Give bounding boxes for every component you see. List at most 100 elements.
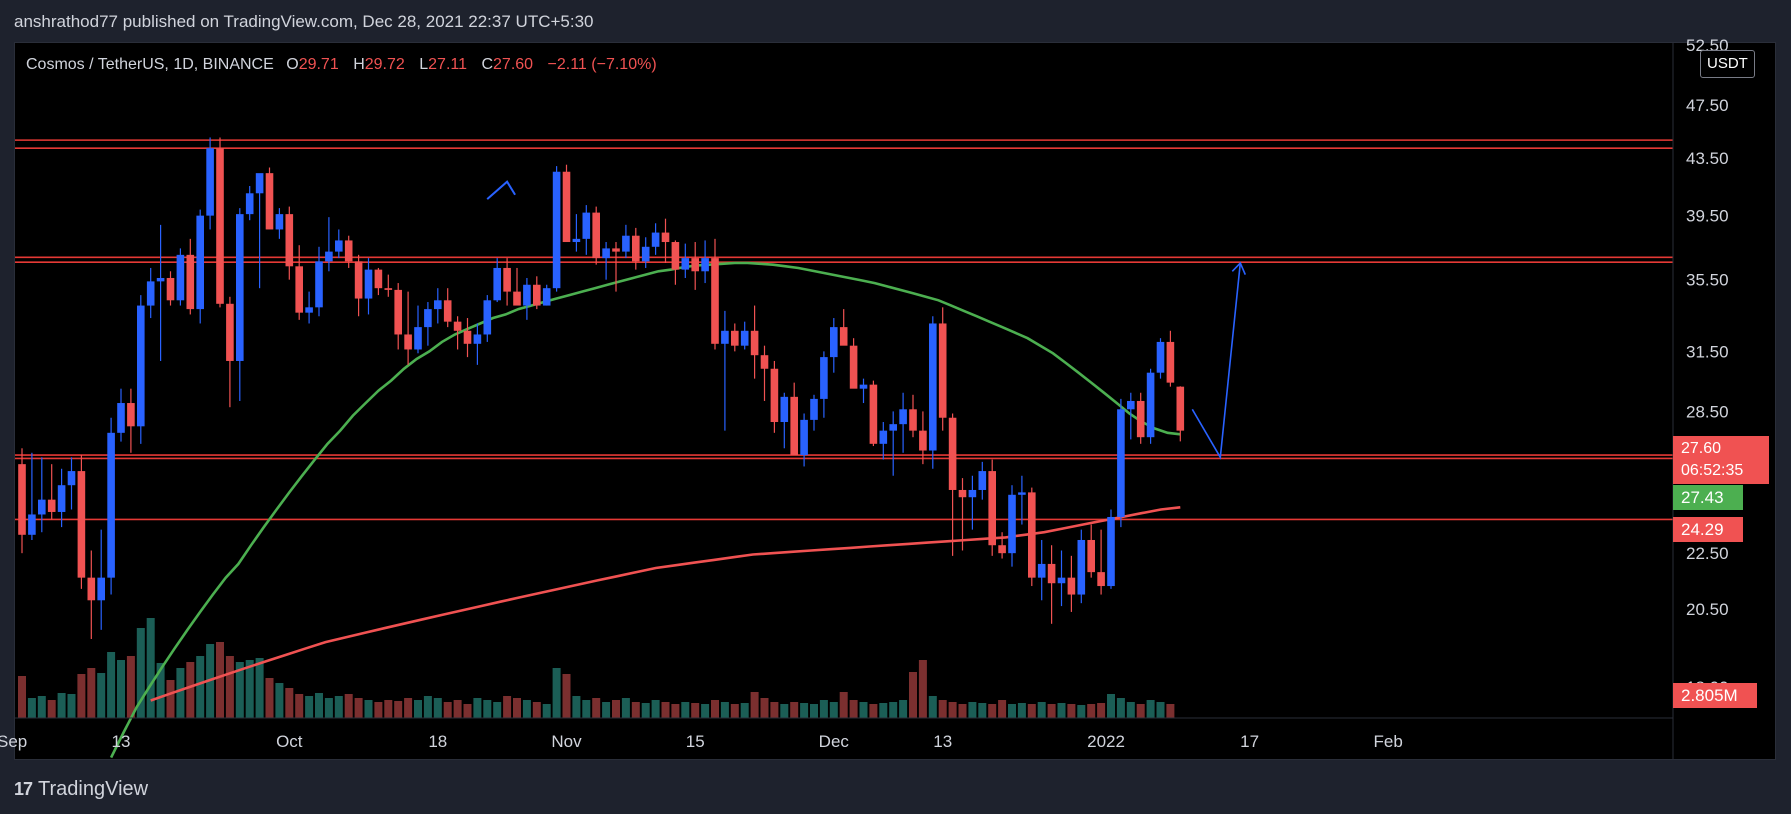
ema-short-line xyxy=(109,261,1181,759)
candle-body xyxy=(800,419,808,456)
volume-bar xyxy=(968,702,977,718)
time-tick-label: Dec xyxy=(819,732,850,751)
volume-bar xyxy=(800,703,809,718)
candle-body xyxy=(602,248,610,259)
volume-bar xyxy=(889,702,898,718)
volume-bar xyxy=(701,704,710,718)
candle-body xyxy=(196,215,204,310)
volume-bar xyxy=(245,660,254,718)
candle-body xyxy=(1008,494,1016,554)
volume-bar xyxy=(641,703,650,718)
candle-body xyxy=(1047,563,1056,584)
volume-bar xyxy=(1126,702,1135,718)
volume-bar xyxy=(1057,703,1066,718)
volume-bar xyxy=(344,694,353,718)
candle-body xyxy=(443,300,452,322)
candle-body xyxy=(562,171,571,243)
candle-body xyxy=(978,471,987,490)
volume-bar xyxy=(869,704,878,718)
publisher-header: anshrathod77 published on TradingView.co… xyxy=(14,12,594,31)
candle-body xyxy=(612,248,620,252)
volume-bar xyxy=(285,688,294,718)
volume-bar xyxy=(1067,704,1076,718)
volume-bar xyxy=(1156,702,1165,718)
volume-bar xyxy=(18,676,26,718)
volume-bar xyxy=(582,700,591,718)
time-tick-label: 17 xyxy=(1240,732,1259,751)
volume-bar xyxy=(225,656,234,718)
volume-bar xyxy=(196,656,205,718)
volume-bar xyxy=(27,698,36,718)
price-tick-label: 22.50 xyxy=(1686,544,1729,563)
candle-body xyxy=(938,323,947,418)
volume-bar xyxy=(602,702,611,718)
footer-brand[interactable]: 17 TradingView xyxy=(14,776,148,802)
candle-body xyxy=(839,327,848,346)
ema-long-line xyxy=(150,506,1181,702)
candle-body xyxy=(681,258,690,270)
volume-bar xyxy=(879,703,888,718)
candle-body xyxy=(1028,492,1036,578)
volume-bar xyxy=(384,700,393,718)
volume-bar xyxy=(681,702,690,718)
ema-long-badge: 24.29 xyxy=(1673,517,1743,542)
candle-body xyxy=(1166,341,1175,383)
candle-body xyxy=(117,403,125,433)
candle-body xyxy=(651,232,660,247)
volume-bar xyxy=(423,696,432,718)
volume-bar xyxy=(859,702,868,718)
symbol-legend: Cosmos / TetherUS, 1D, BINANCE O29.71 H2… xyxy=(26,56,657,73)
candle-body xyxy=(750,330,759,356)
volume-bar xyxy=(691,703,700,718)
candle-body xyxy=(513,291,521,306)
candle-body xyxy=(28,514,36,535)
volume-bar xyxy=(364,700,373,718)
candle-body xyxy=(1146,372,1155,438)
time-tick-label: Nov xyxy=(551,732,582,751)
volume-bar xyxy=(265,678,274,718)
candle-body xyxy=(364,269,373,299)
volume-bar xyxy=(433,698,442,718)
volume-bar xyxy=(1008,704,1016,718)
candle-body xyxy=(137,305,145,427)
volume-bar xyxy=(295,694,304,718)
tradingview-logo-icon: 17 xyxy=(14,779,33,799)
volume-bar xyxy=(37,696,46,718)
volume-bar xyxy=(909,672,917,718)
candle-body xyxy=(97,577,105,601)
candle-body xyxy=(493,267,501,301)
volume-bar xyxy=(730,704,739,718)
candle-body xyxy=(186,254,195,310)
candle-body xyxy=(849,345,858,389)
volume-bar xyxy=(156,663,165,718)
price-tick-label: 28.50 xyxy=(1686,402,1729,421)
candle-body xyxy=(919,430,927,451)
candle-body xyxy=(810,398,818,420)
candle-body xyxy=(721,330,729,344)
volume-bar xyxy=(216,642,224,718)
volume-bar xyxy=(671,704,680,718)
volume-bars xyxy=(18,618,1175,718)
currency-button[interactable]: USDT xyxy=(1700,50,1755,78)
candle-body xyxy=(57,485,66,512)
volume-bar xyxy=(324,698,333,718)
candle-body xyxy=(424,309,432,328)
volume-bar xyxy=(513,698,521,718)
volume-bar xyxy=(176,668,185,718)
candle-body xyxy=(879,430,888,444)
candle-body xyxy=(434,300,442,310)
candle-body xyxy=(998,545,1006,554)
chart-frame[interactable] xyxy=(14,42,1776,760)
volume-bar xyxy=(572,696,581,718)
candle-body xyxy=(1127,400,1135,410)
volume-bar xyxy=(77,674,86,718)
candle-body xyxy=(77,471,86,578)
candle-body xyxy=(315,261,323,308)
volume-bar xyxy=(711,700,719,718)
candle-body xyxy=(948,417,957,490)
candle-body xyxy=(127,403,135,427)
candle-body xyxy=(483,300,492,335)
volume-bar xyxy=(661,702,670,718)
volume-bar xyxy=(305,696,314,718)
